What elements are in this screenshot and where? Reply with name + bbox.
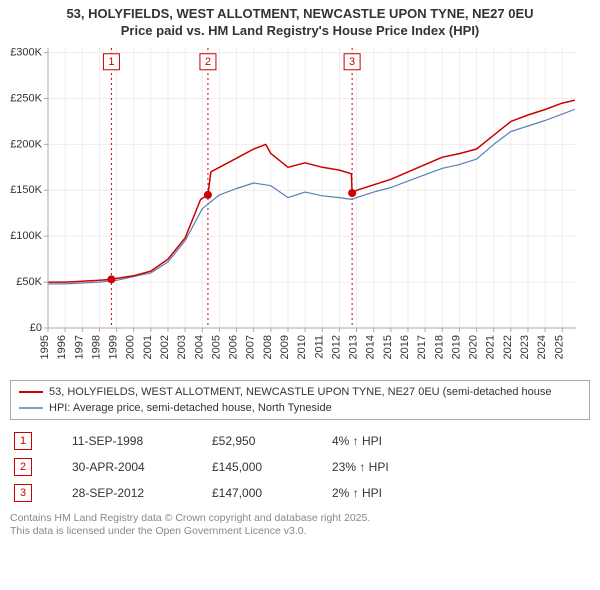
sale-price: £52,950: [212, 434, 332, 448]
sale-marker-3-num: 3: [349, 56, 355, 68]
credits: Contains HM Land Registry data © Crown c…: [0, 508, 600, 539]
x-tick-label: 2020: [468, 335, 480, 359]
x-tick-label: 2001: [142, 335, 154, 359]
sale-date: 30-APR-2004: [72, 460, 212, 474]
y-tick-label: £250K: [10, 92, 42, 104]
sale-marker-2-num: 2: [205, 56, 211, 68]
sale-pct: 2% ↑ HPI: [332, 486, 382, 500]
sale-row-2: 2 30-APR-2004£145,00023% ↑ HPI: [14, 454, 590, 480]
x-tick-label: 2005: [210, 335, 222, 359]
legend-item-0: 53, HOLYFIELDS, WEST ALLOTMENT, NEWCASTL…: [17, 384, 583, 400]
y-tick-label: £0: [30, 322, 42, 334]
x-tick-label: 2012: [330, 335, 342, 359]
sales-table: 1 11-SEP-1998£52,9504% ↑ HPI 2 30-APR-2004£…: [0, 420, 600, 508]
x-tick-label: 1999: [108, 335, 120, 359]
x-tick-label: 1995: [39, 335, 51, 359]
series-hpi: [48, 109, 574, 283]
y-tick-label: £150K: [10, 184, 42, 196]
x-tick-label: 2006: [228, 335, 240, 359]
y-tick-label: £300K: [10, 46, 42, 58]
x-tick-label: 2016: [399, 335, 411, 359]
x-tick-label: 2011: [313, 335, 325, 359]
sale-marker-1-num: 1: [108, 56, 114, 68]
x-tick-label: 2010: [296, 335, 308, 359]
credits-line-2: This data is licensed under the Open Gov…: [10, 525, 590, 539]
series-price_paid: [48, 100, 574, 282]
y-tick-label: £200K: [10, 138, 42, 150]
x-tick-label: 2000: [125, 335, 137, 359]
sale-marker-2-dot: [204, 191, 212, 199]
legend-item-1: HPI: Average price, semi-detached house,…: [17, 400, 583, 416]
chart-title: 53, HOLYFIELDS, WEST ALLOTMENT, NEWCASTL…: [0, 0, 600, 40]
sale-marker-1-dot: [107, 275, 115, 283]
sale-marker-3-dot: [348, 189, 356, 197]
x-tick-label: 2021: [485, 335, 497, 359]
sale-pct: 4% ↑ HPI: [332, 434, 382, 448]
x-tick-label: 2007: [245, 335, 257, 359]
legend: 53, HOLYFIELDS, WEST ALLOTMENT, NEWCASTL…: [10, 380, 590, 420]
x-tick-label: 2015: [382, 335, 394, 359]
sale-row-marker: 1: [14, 432, 32, 450]
x-tick-label: 2018: [433, 335, 445, 359]
sale-row-marker: 3: [14, 484, 32, 502]
legend-label-1: HPI: Average price, semi-detached house,…: [49, 402, 332, 414]
x-tick-label: 2017: [416, 335, 428, 359]
title-line-2: Price paid vs. HM Land Registry's House …: [0, 23, 600, 40]
x-tick-label: 2019: [450, 335, 462, 359]
x-tick-label: 2022: [502, 335, 514, 359]
sale-row-1: 1 11-SEP-1998£52,9504% ↑ HPI: [14, 428, 590, 454]
x-tick-label: 2025: [553, 335, 565, 359]
sale-row-3: 3 28-SEP-2012£147,0002% ↑ HPI: [14, 480, 590, 506]
x-tick-label: 2003: [176, 335, 188, 359]
price-chart: 1 2 3 £0 £50K £100K £150K £200K £250K £300K 1995 19…: [0, 40, 600, 380]
sale-pct: 23% ↑ HPI: [332, 460, 389, 474]
x-tick-label: 1997: [73, 335, 85, 359]
x-tick-label: 2014: [365, 335, 377, 359]
sale-price: £145,000: [212, 460, 332, 474]
sale-row-marker: 2: [14, 458, 32, 476]
x-tick-label: 2008: [262, 335, 274, 359]
legend-label-0: 53, HOLYFIELDS, WEST ALLOTMENT, NEWCASTL…: [49, 386, 552, 398]
y-tick-label: £100K: [10, 230, 42, 242]
x-tick-label: 2004: [193, 335, 205, 359]
x-tick-label: 2002: [159, 335, 171, 359]
sale-price: £147,000: [212, 486, 332, 500]
sale-date: 11-SEP-1998: [72, 434, 212, 448]
title-line-1: 53, HOLYFIELDS, WEST ALLOTMENT, NEWCASTL…: [0, 6, 600, 23]
x-tick-label: 1996: [56, 335, 68, 359]
y-tick-label: £50K: [16, 276, 42, 288]
x-tick-label: 2013: [348, 335, 360, 359]
credits-line-1: Contains HM Land Registry data © Crown c…: [10, 512, 590, 526]
x-tick-label: 1998: [90, 335, 102, 359]
x-tick-label: 2024: [536, 335, 548, 359]
sale-date: 28-SEP-2012: [72, 486, 212, 500]
x-tick-label: 2023: [519, 335, 531, 359]
x-tick-label: 2009: [279, 335, 291, 359]
